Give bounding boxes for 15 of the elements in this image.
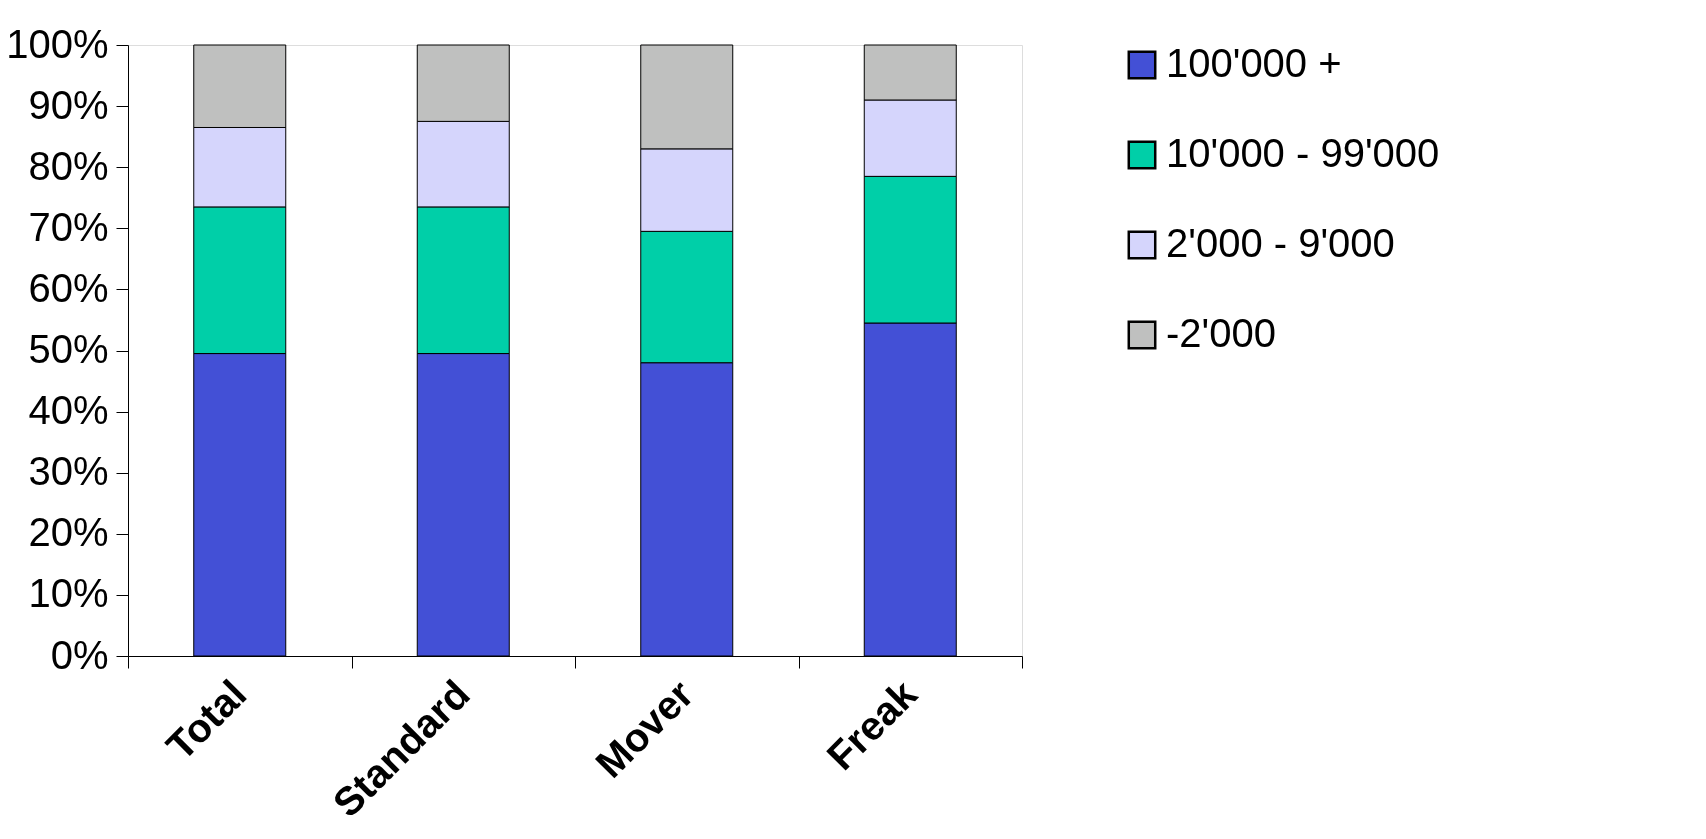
y-tick-label: 30%: [28, 449, 109, 494]
legend-label: 100'000 +: [1166, 41, 1342, 85]
legend-label: -2'000: [1166, 311, 1276, 355]
y-tick-label: 80%: [28, 143, 109, 188]
y-tick-label: 40%: [28, 388, 109, 433]
y-tick-label: 50%: [28, 327, 109, 371]
y-tick-label: 0%: [50, 632, 109, 677]
y-tick-label: 60%: [28, 265, 109, 310]
legend-label: 2'000 - 9'000: [1166, 221, 1395, 265]
y-tick-label: 90%: [28, 82, 109, 127]
y-tick-label: 20%: [28, 510, 109, 555]
y-tick-label: 100%: [6, 21, 109, 66]
legend-label: 10'000 - 99'000: [1166, 131, 1440, 175]
y-tick-label: 70%: [28, 204, 109, 249]
y-tick-label: 10%: [28, 571, 109, 616]
